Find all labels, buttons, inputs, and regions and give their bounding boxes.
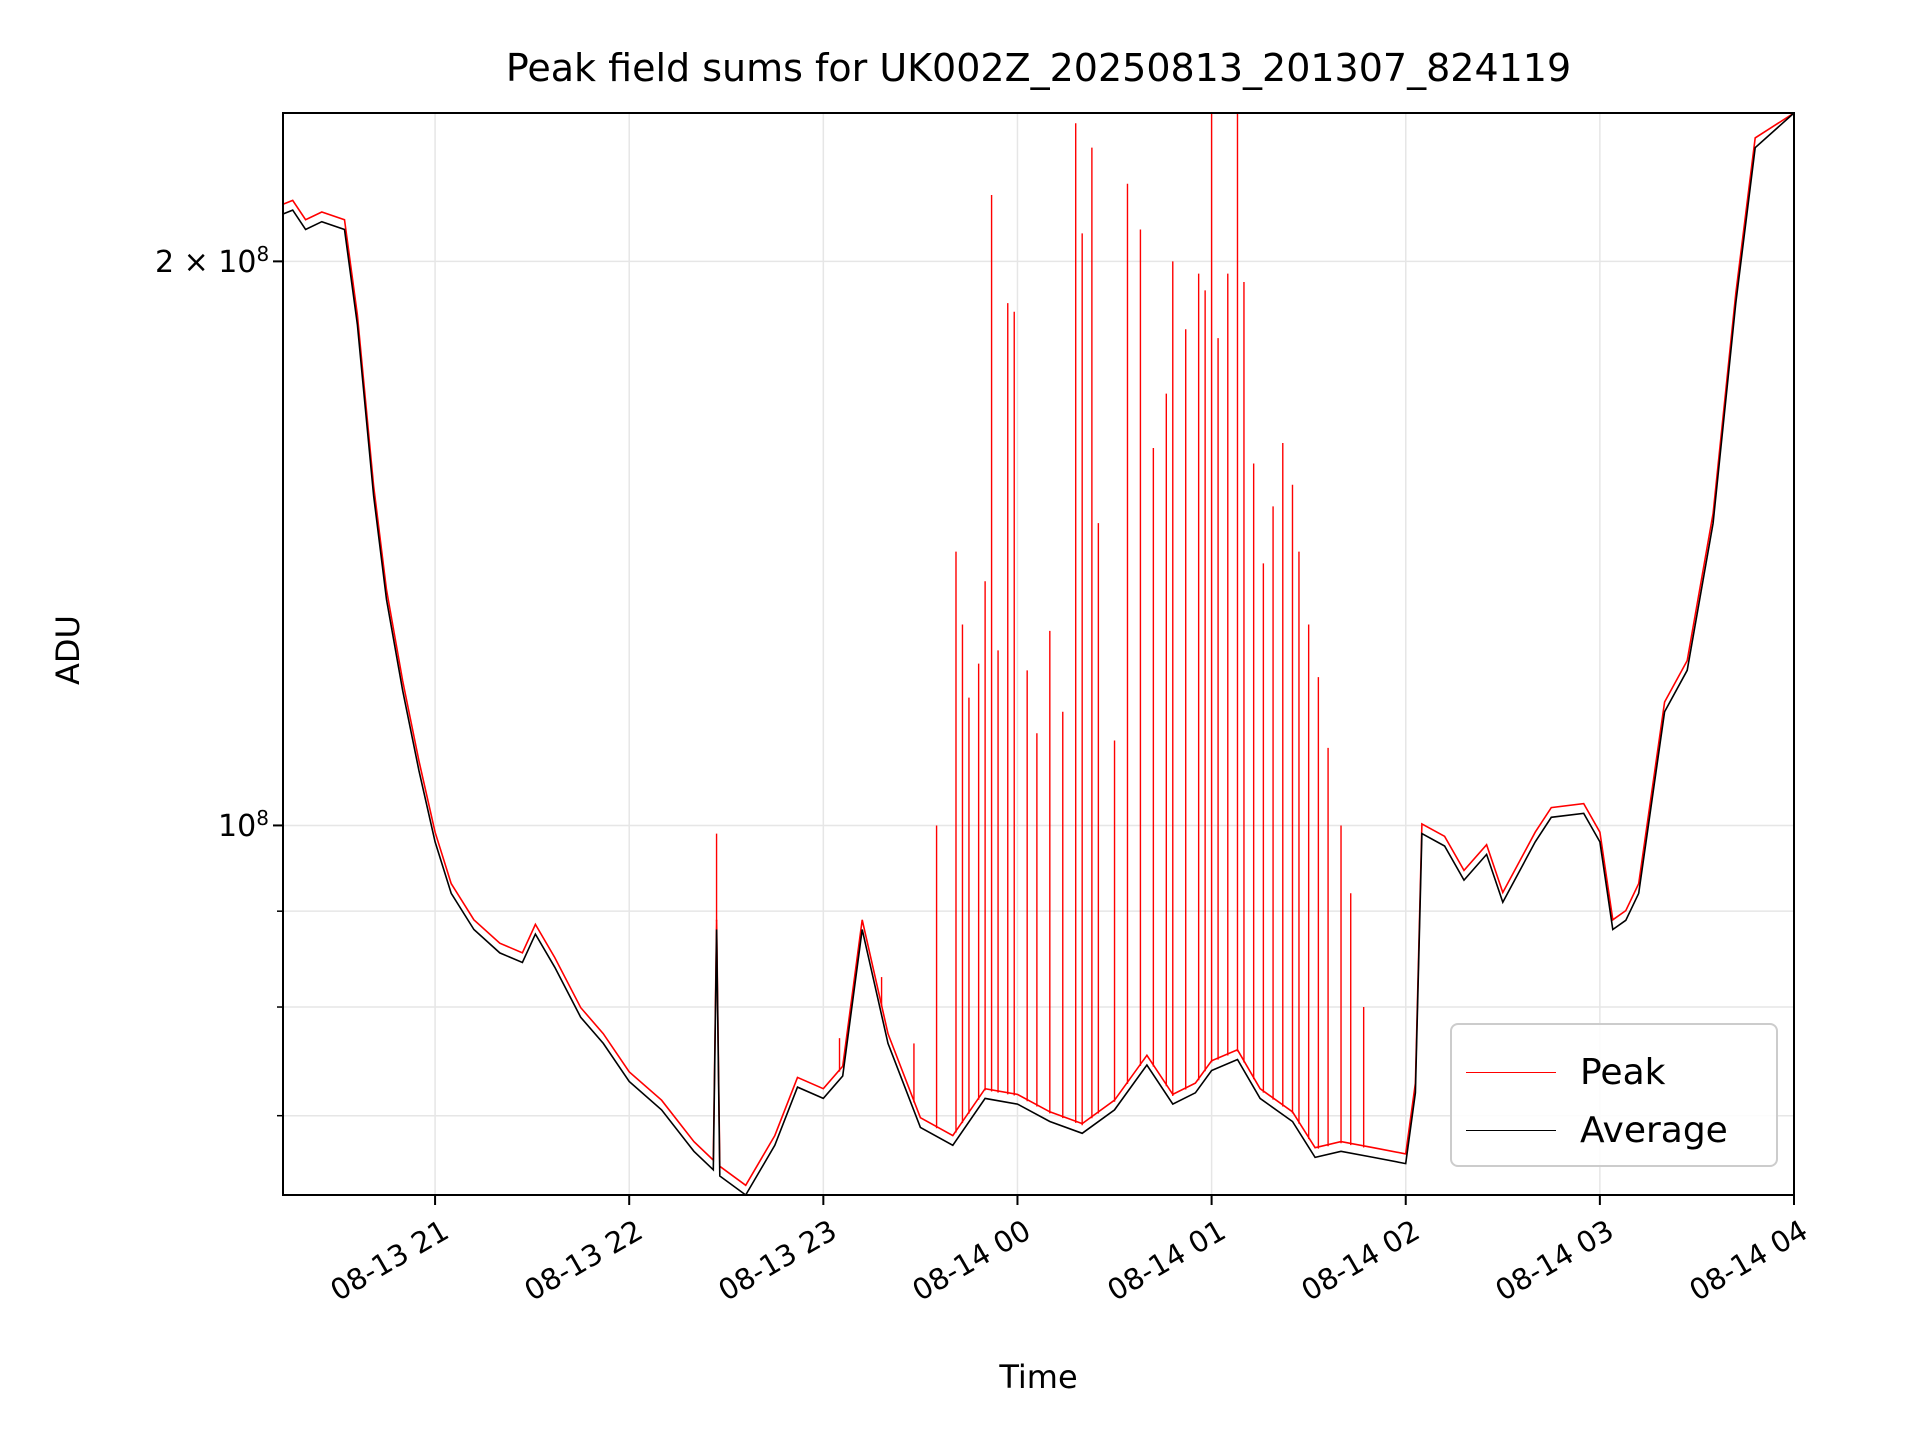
legend: Peak Average [1450,1023,1778,1167]
legend-item-peak: Peak [1466,1051,1666,1093]
series-layer [282,112,1795,1197]
y-tick-label: 108 [218,806,269,844]
y-tick-base: 2 × 10 [155,245,257,281]
peak-swatch [1466,1071,1556,1073]
legend-label-peak: Peak [1580,1051,1666,1093]
y-axis-label: ADU [49,615,87,685]
average-series-line [282,112,1795,1197]
legend-item-average: Average [1466,1109,1728,1151]
tick-marks [273,260,1795,1205]
y-tick-base: 10 [218,809,257,845]
x-axis-label: Time [999,1358,1078,1396]
y-tick-exponent: 8 [256,242,270,267]
plot-frame [282,112,1795,1196]
y-tick-label: 2 × 108 [155,242,269,280]
y-tick-exponent: 8 [256,806,269,831]
peak-series-line [282,112,1795,1187]
legend-label-average: Average [1580,1109,1728,1151]
chart-title: Peak field sums for UK002Z_20250813_2013… [505,46,1572,90]
average-swatch [1466,1129,1556,1131]
